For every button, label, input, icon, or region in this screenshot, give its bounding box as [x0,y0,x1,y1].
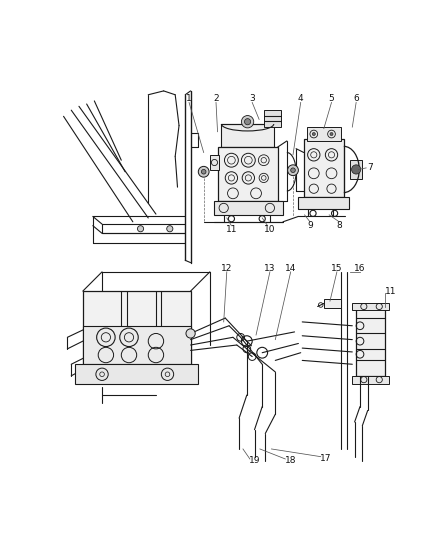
Bar [324,299,341,308]
Text: 16: 16 [354,263,366,272]
Bar [350,160,362,179]
Text: 8: 8 [336,221,342,230]
Text: 9: 9 [307,221,313,230]
Text: 15: 15 [331,263,343,272]
Text: 17: 17 [320,454,331,463]
Circle shape [244,119,251,125]
Text: 6: 6 [353,94,359,103]
Circle shape [186,329,195,338]
Circle shape [352,165,361,174]
Text: 5: 5 [328,94,334,103]
Bar [298,197,349,209]
Bar [214,201,283,215]
Circle shape [288,165,298,175]
Circle shape [201,169,206,174]
Text: 7: 7 [367,164,373,172]
Text: 11: 11 [385,287,396,296]
Text: 13: 13 [264,263,276,272]
Circle shape [138,225,144,232]
Bar [83,291,191,364]
Text: 19: 19 [249,456,260,465]
Text: 14: 14 [285,263,297,272]
Bar [352,376,389,384]
Bar [307,127,341,141]
Circle shape [167,225,173,232]
Circle shape [241,116,254,128]
Circle shape [198,166,209,177]
Text: 12: 12 [221,263,233,272]
Circle shape [312,133,315,135]
Text: 2: 2 [213,94,219,103]
Bar [210,155,219,170]
Bar [221,124,274,147]
Bar [304,140,344,197]
Circle shape [291,168,295,173]
Bar [264,110,281,127]
Text: 10: 10 [264,225,276,234]
Bar [75,364,198,384]
Text: 1: 1 [186,94,192,103]
Circle shape [330,133,333,135]
Text: 4: 4 [298,94,304,103]
Bar [218,147,278,201]
Text: 18: 18 [285,456,297,465]
Bar [83,326,191,364]
Text: 11: 11 [226,225,237,234]
Text: 3: 3 [249,94,255,103]
Bar [352,303,389,310]
Bar [356,306,385,376]
